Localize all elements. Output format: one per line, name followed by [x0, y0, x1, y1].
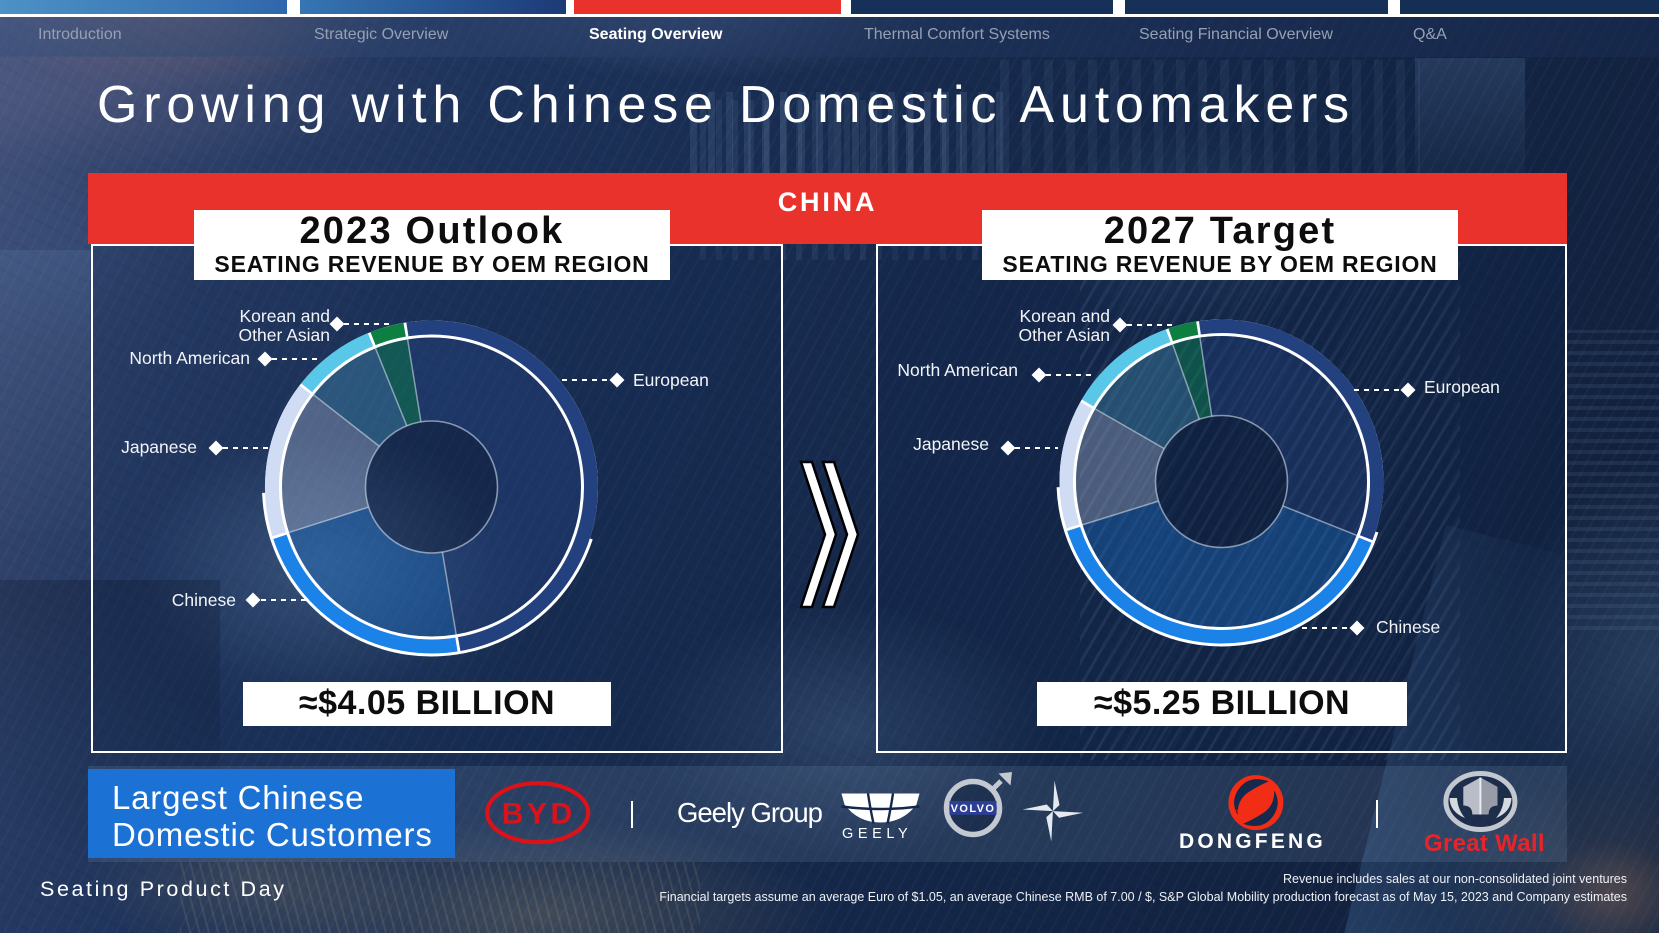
- svg-text:VOLVO: VOLVO: [951, 803, 996, 815]
- svg-text:BYD: BYD: [502, 798, 576, 831]
